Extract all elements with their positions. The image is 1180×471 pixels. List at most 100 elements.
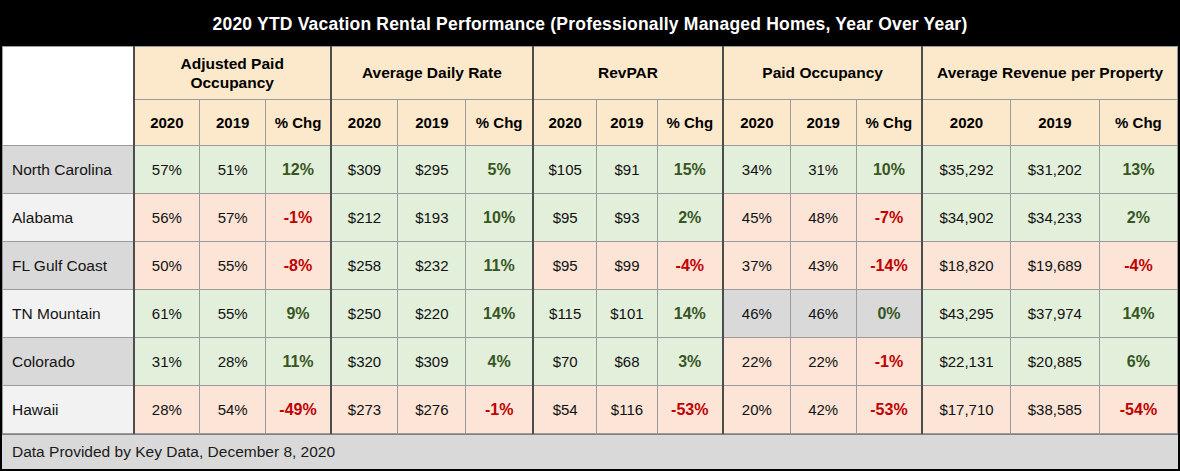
cell-2020-value: $35,292 [922,146,1010,194]
column-group-header: Paid Occupancy [723,47,922,100]
cell-2020-value: $115 [533,290,597,338]
cell-2019-value: 46% [790,290,856,338]
cell-pct-change: 13% [1099,146,1177,194]
cell-pct-change: 2% [1099,194,1177,242]
cell-2019-value: 57% [200,194,266,242]
cell-2020-value: $70 [533,338,597,386]
cell-pct-change: 3% [657,338,723,386]
cell-2020-value: $95 [533,242,597,290]
cell-2019-value: $91 [597,146,657,194]
table-title: 2020 YTD Vacation Rental Performance (Pr… [2,2,1178,46]
cell-2020-value: 34% [723,146,790,194]
column-group-header: Adjusted Paid Occupancy [134,47,331,100]
cell-2020-value: $95 [533,194,597,242]
sub-column-header: % Chg [266,100,331,146]
row-label: FL Gulf Coast [3,242,134,290]
cell-2019-value: $68 [597,338,657,386]
cell-pct-change: -54% [1099,386,1177,434]
table-row: TN Mountain61%55%9%$250$22014%$115$10114… [3,290,1178,338]
cell-pct-change: -8% [266,242,331,290]
sub-column-header: 2020 [331,100,398,146]
cell-2019-value: $99 [597,242,657,290]
report-sheet: 2020 YTD Vacation Rental Performance (Pr… [0,0,1180,471]
table-row: Colorado31%28%11%$320$3094%$70$683%22%22… [3,338,1178,386]
cell-2020-value: $17,710 [922,386,1010,434]
cell-2019-value: 55% [200,242,266,290]
cell-2019-value: $232 [398,242,466,290]
cell-2020-value: 57% [134,146,200,194]
cell-2020-value: $212 [331,194,398,242]
cell-2019-value: 31% [790,146,856,194]
cell-pct-change: 6% [1099,338,1177,386]
sub-column-header: % Chg [466,100,533,146]
cell-2020-value: $309 [331,146,398,194]
cell-pct-change: 2% [657,194,723,242]
cell-pct-change: -7% [856,194,922,242]
cell-2020-value: $43,295 [922,290,1010,338]
cell-pct-change: 10% [856,146,922,194]
cell-pct-change: 14% [657,290,723,338]
cell-pct-change: -4% [657,242,723,290]
cell-pct-change: -1% [266,194,331,242]
cell-2019-value: 55% [200,290,266,338]
sub-column-header: 2019 [597,100,657,146]
row-label: Alabama [3,194,134,242]
row-label: North Carolina [3,146,134,194]
table-row: North Carolina57%51%12%$309$2955%$105$91… [3,146,1178,194]
cell-pct-change: 11% [466,242,533,290]
cell-pct-change: -53% [856,386,922,434]
cell-pct-change: -4% [1099,242,1177,290]
sub-column-header: 2019 [1010,100,1099,146]
footer-note: Data Provided by Key Data, December 8, 2… [2,434,1178,469]
cell-pct-change: -49% [266,386,331,434]
cell-2020-value: $250 [331,290,398,338]
cell-2019-value: $309 [398,338,466,386]
cell-2020-value: 50% [134,242,200,290]
cell-2020-value: 56% [134,194,200,242]
cell-2020-value: 45% [723,194,790,242]
cell-2019-value: $19,689 [1010,242,1099,290]
cell-2019-value: $34,233 [1010,194,1099,242]
table-header: Adjusted Paid OccupancyAverage Daily Rat… [3,47,1178,146]
table-row: FL Gulf Coast50%55%-8%$258$23211%$95$99-… [3,242,1178,290]
cell-pct-change: 15% [657,146,723,194]
cell-pct-change: 0% [856,290,922,338]
cell-2020-value: 22% [723,338,790,386]
cell-2019-value: 51% [200,146,266,194]
sub-column-header: 2019 [200,100,266,146]
table-row: Alabama56%57%-1%$212$19310%$95$932%45%48… [3,194,1178,242]
cell-pct-change: -1% [856,338,922,386]
cell-2019-value: $193 [398,194,466,242]
sub-column-header: % Chg [856,100,922,146]
sub-column-header: 2020 [533,100,597,146]
cell-2019-value: 42% [790,386,856,434]
cell-pct-change: -14% [856,242,922,290]
cell-2020-value: 20% [723,386,790,434]
cell-2020-value: $105 [533,146,597,194]
cell-pct-change: 14% [466,290,533,338]
cell-pct-change: 11% [266,338,331,386]
cell-2019-value: $276 [398,386,466,434]
cell-pct-change: 9% [266,290,331,338]
cell-pct-change: -53% [657,386,723,434]
cell-2020-value: $22,131 [922,338,1010,386]
cell-2020-value: $320 [331,338,398,386]
cell-2019-value: $93 [597,194,657,242]
cell-2020-value: $54 [533,386,597,434]
sub-column-header: % Chg [657,100,723,146]
cell-pct-change: -1% [466,386,533,434]
table-body: North Carolina57%51%12%$309$2955%$105$91… [3,146,1178,434]
cell-2019-value: $20,885 [1010,338,1099,386]
sub-column-header: 2020 [723,100,790,146]
table-row: Hawaii28%54%-49%$273$276-1%$54$116-53%20… [3,386,1178,434]
performance-table: Adjusted Paid OccupancyAverage Daily Rat… [2,46,1178,434]
row-label: Colorado [3,338,134,386]
sub-column-header: 2019 [790,100,856,146]
cell-2019-value: 43% [790,242,856,290]
cell-pct-change: 4% [466,338,533,386]
cell-2019-value: $37,974 [1010,290,1099,338]
cell-2019-value: $31,202 [1010,146,1099,194]
row-label: TN Mountain [3,290,134,338]
cell-2020-value: 37% [723,242,790,290]
cell-2019-value: 28% [200,338,266,386]
